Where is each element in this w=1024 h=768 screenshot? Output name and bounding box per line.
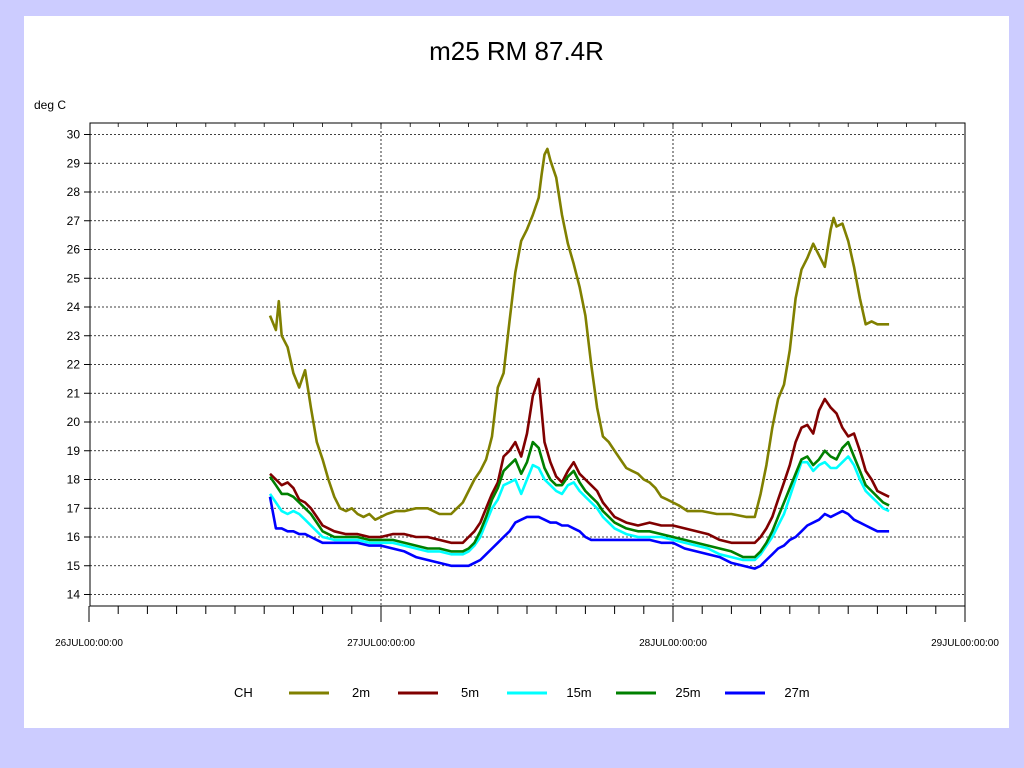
y-tick-label: 20 [67,415,81,429]
series-lines [268,147,890,570]
legend: CH 2m 5m 15m 25m 27m [234,685,810,700]
x-axis: 26JUL00:00:00 27JUL00:00:00 28JUL00:00:00 2… [55,123,999,649]
grid [90,123,965,606]
y-tick-label: 28 [67,185,81,199]
y-tick-label: 29 [67,156,81,170]
legend-label-27m: 27m [784,685,809,700]
legend-label-15m: 15m [566,685,591,700]
x-tick-label: 28JUL00:00:00 [639,638,707,649]
y-tick-label: 26 [67,243,81,257]
x-tick-label: 26JUL00:00:00 [55,638,123,649]
y-tick-label: 25 [67,271,81,285]
y-axis-label: deg C [34,98,66,112]
y-tick-label: 19 [67,444,81,458]
legend-label-25m: 25m [675,685,700,700]
y-axis: 14 15 16 17 18 19 20 21 22 23 24 25 26 27 28 29 30 [67,123,91,606]
y-tick-label: 30 [67,128,81,142]
temperature-chart: 26JUL00:00:00 27JUL00:00:00 28JUL00:00:00 2… [34,98,999,700]
y-tick-label: 24 [67,300,81,314]
y-tick-label: 21 [67,386,81,400]
legend-label-2m: 2m [352,685,370,700]
series-line-5m [269,377,890,545]
y-tick-label: 27 [67,214,81,228]
series-line-15m [268,455,890,562]
y-tick-label: 22 [67,358,81,372]
x-tick-label: 27JUL00:00:00 [347,638,415,649]
y-tick-label: 18 [67,473,81,487]
legend-title: CH [234,685,253,700]
series-line-2m [268,147,890,522]
y-tick-label: 16 [67,530,81,544]
legend-label-5m: 5m [461,685,479,700]
y-tick-label: 14 [67,588,81,602]
series-line-25m [268,440,890,559]
chart-panel: m25 RM 87.4R 26JUL00:00:00 27JUL00:00:00 2… [24,16,1009,728]
x-tick-label: 29JUL00:00:00 [931,638,999,649]
chart-title: m25 RM 87.4R [429,36,604,66]
y-tick-label: 23 [67,329,81,343]
series-line-27m [268,496,890,570]
y-tick-label: 17 [67,501,81,515]
y-tick-label: 15 [67,559,81,573]
